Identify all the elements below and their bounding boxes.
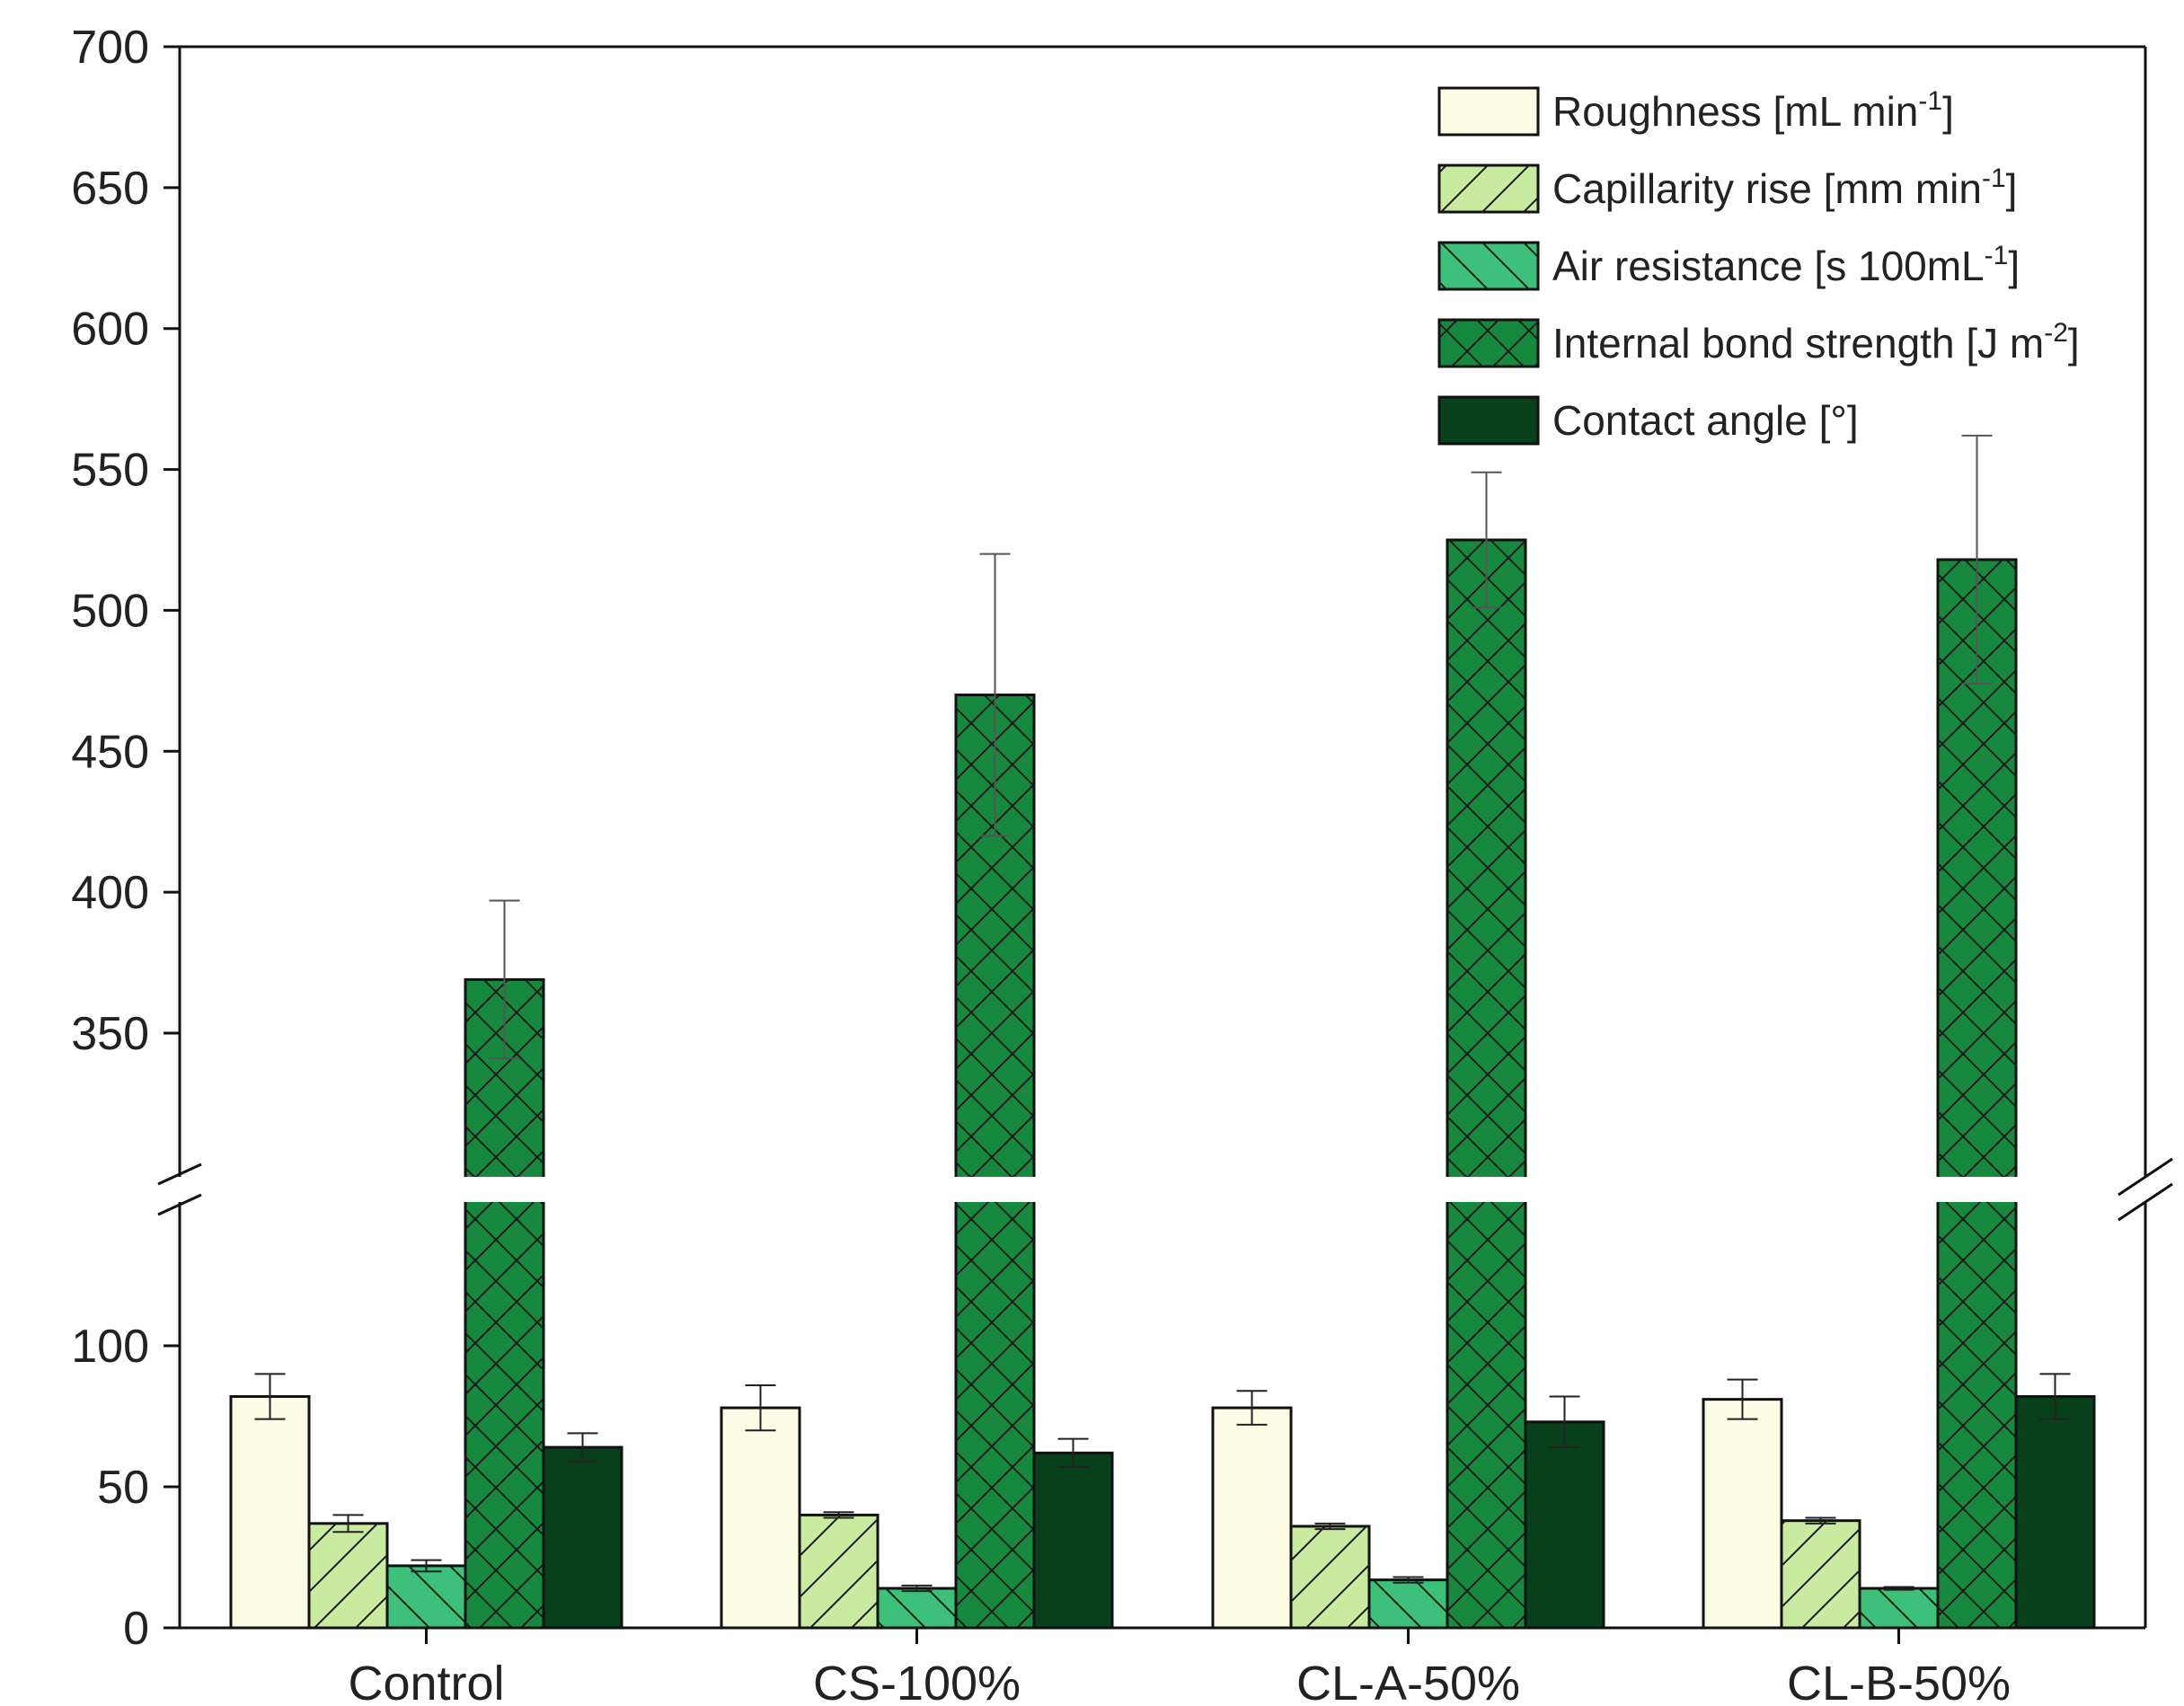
error-bar-capillarity-3: [1805, 1516, 1836, 1525]
error-bar-air-0: [411, 1559, 442, 1573]
x-tick-label-0: Control: [348, 1657, 504, 1706]
bar-roughness-3: [1702, 1398, 1783, 1630]
error-bar-capillarity-1: [823, 1511, 854, 1519]
legend-item-0: Roughness [mL min-1]: [1437, 86, 1954, 137]
bar-hatch-capillarity-2: [1291, 1525, 1369, 1628]
bar-hatch-air-0: [387, 1565, 465, 1628]
bar-hatch-air-2: [1369, 1579, 1447, 1628]
legend-item-1: Capillarity rise [mm min-1]: [1437, 164, 2017, 214]
bar-hatch-air-1: [878, 1588, 956, 1628]
error-bar-internal-1: [979, 552, 1011, 837]
legend-item-3: Internal bond strength [J m-2]: [1437, 318, 2080, 368]
error-bars: [254, 434, 2071, 1593]
legend: Roughness [mL min-1] Capillarity rise [mm…: [1437, 86, 2080, 446]
error-bar-roughness-2: [1236, 1390, 1268, 1426]
error-bar-roughness-3: [1727, 1378, 1758, 1420]
bar-contact-0: [542, 1445, 623, 1630]
bar-hatch-capillarity-3: [1782, 1520, 1860, 1628]
error-bar-internal-3: [1961, 434, 1993, 685]
bar-hatch-capillarity-1: [800, 1515, 878, 1628]
bar-hatch-internal-3: [1938, 559, 2016, 1629]
legend-label-1: Capillarity rise [mm min-1]: [1552, 164, 2017, 212]
error-bar-capillarity-0: [332, 1514, 364, 1534]
error-bar-internal-2: [1471, 471, 1502, 609]
legend-label-0: Roughness [mL min-1]: [1552, 86, 1954, 135]
bar-contact-1: [1032, 1451, 1114, 1630]
error-bar-air-1: [901, 1584, 933, 1593]
legend-label-4: Contact angle [°]: [1552, 397, 1859, 444]
axis-break-band: [182, 1177, 2143, 1202]
tick-labels: 0 50 100 350 400 450 500 550 600 650 700 Control CS-…: [71, 22, 2011, 1706]
y-tick-label-450: 450: [71, 726, 149, 778]
y-tick-label-500: 500: [71, 585, 149, 637]
legend-label-2: Air resistance [s 100mL-1]: [1552, 241, 2020, 289]
y-tick-label-50: 50: [97, 1462, 149, 1514]
y-tick-label-600: 600: [71, 304, 149, 356]
axes: [157, 45, 2173, 1644]
bar-hatch-internal-0: [465, 979, 544, 1628]
y-tick-label-400: 400: [71, 867, 149, 919]
bar-hatch-capillarity-0: [309, 1523, 387, 1628]
bars: [229, 538, 2096, 1630]
error-bar-air-3: [1883, 1586, 1914, 1591]
axis-break-gap: [182, 1177, 2143, 1202]
bar-roughness-0: [229, 1395, 311, 1630]
bar-hatch-internal-2: [1447, 540, 1525, 1628]
error-bar-contact-0: [567, 1432, 598, 1463]
axis-break-mark-left: [157, 1162, 202, 1216]
bar-hatch-internal-1: [956, 694, 1034, 1628]
x-tick-label-1: CS-100%: [813, 1657, 1021, 1706]
axis-break-mark-right: [2118, 1157, 2173, 1222]
bar-roughness-1: [720, 1406, 801, 1630]
bar-roughness-2: [1211, 1406, 1293, 1630]
legend-label-3: Internal bond strength [J m-2]: [1552, 318, 2080, 367]
bar-contact-2: [1524, 1420, 1605, 1630]
y-tick-label-700: 700: [71, 22, 149, 74]
error-bar-capillarity-2: [1314, 1522, 1346, 1531]
y-tick-label-0: 0: [123, 1603, 149, 1655]
legend-item-4: Contact angle [°]: [1437, 395, 1859, 446]
y-tick-label-650: 650: [71, 163, 149, 215]
bar-contact-3: [2014, 1395, 2096, 1630]
error-bar-contact-2: [1549, 1395, 1580, 1449]
legend-swatch-0: [1437, 86, 1540, 137]
error-bar-roughness-0: [254, 1373, 286, 1420]
x-tick-label-3: CL-B-50%: [1787, 1657, 2011, 1706]
error-bar-contact-3: [2039, 1373, 2071, 1420]
bar-hatch-air-3: [1860, 1588, 1938, 1628]
legend-swatch-4: [1437, 395, 1540, 446]
error-bar-contact-1: [1057, 1437, 1089, 1469]
y-tick-label-100: 100: [71, 1321, 149, 1373]
y-tick-label-550: 550: [71, 445, 149, 497]
error-bar-air-2: [1393, 1576, 1424, 1584]
error-bar-roughness-1: [745, 1383, 776, 1432]
y-tick-label-350: 350: [71, 1008, 149, 1060]
legend-item-2: Air resistance [s 100mL-1]: [1437, 241, 2020, 291]
x-tick-label-2: CL-A-50%: [1296, 1657, 1520, 1706]
error-bar-internal-0: [489, 899, 520, 1060]
